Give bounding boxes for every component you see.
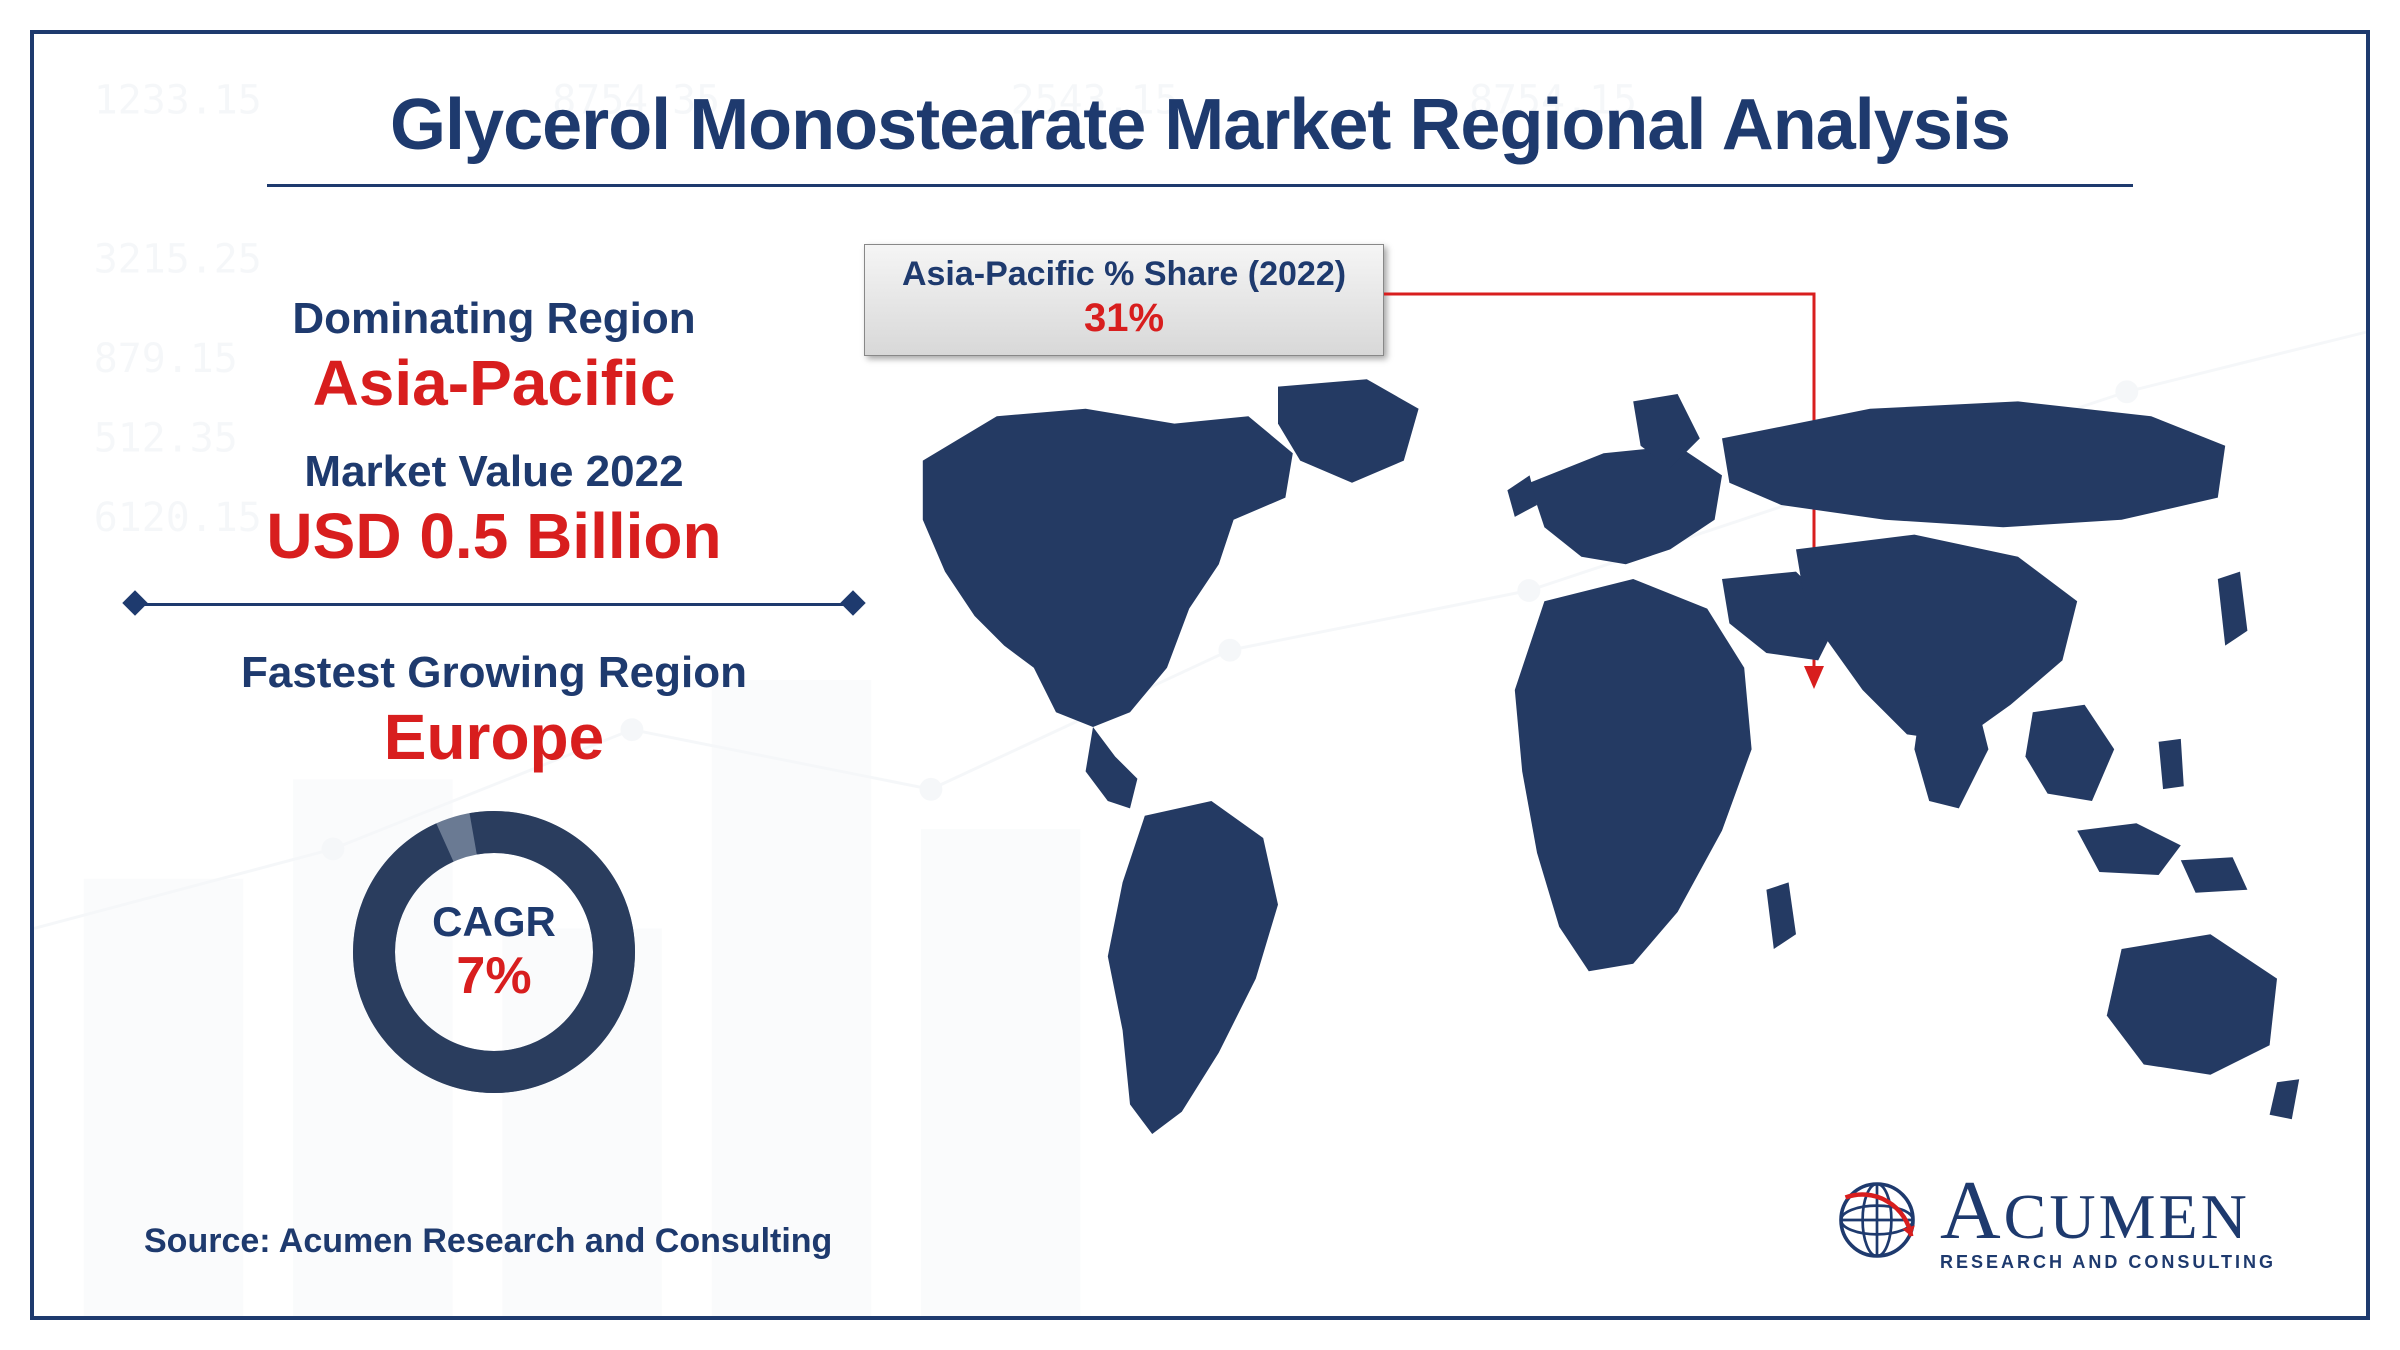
- cagr-label: CAGR: [344, 898, 644, 946]
- cagr-value: 7%: [344, 946, 644, 1006]
- brand-rest: CUMEN: [2004, 1181, 2250, 1252]
- brand-text: ACUMEN RESEARCH AND CONSULTING: [1940, 1169, 2276, 1271]
- stats-divider: [134, 600, 854, 608]
- market-value: USD 0.5 Billion: [134, 503, 854, 570]
- world-map: [834, 354, 2314, 1174]
- brand-sub: RESEARCH AND CONSULTING: [1940, 1253, 2276, 1271]
- fastest-growing-label: Fastest Growing Region: [134, 648, 854, 698]
- fastest-growing-value: Europe: [134, 704, 854, 771]
- page-title: Glycerol Monostearate Market Regional An…: [34, 84, 2366, 166]
- cagr-donut: CAGR 7%: [344, 802, 644, 1102]
- cagr-text: CAGR 7%: [344, 898, 644, 1006]
- dominating-region-label: Dominating Region: [134, 294, 854, 344]
- share-callout: Asia-Pacific % Share (2022) 31%: [864, 244, 1384, 356]
- dominating-region-value: Asia-Pacific: [134, 350, 854, 417]
- svg-text:3215.25: 3215.25: [94, 237, 262, 283]
- title-block: Glycerol Monostearate Market Regional An…: [34, 84, 2366, 187]
- infographic-frame: 1233.15 8754.35 2543.15 8754.15 3215.25 …: [30, 30, 2370, 1320]
- callout-title: Asia-Pacific % Share (2022): [885, 255, 1363, 294]
- brand-initial: A: [1940, 1164, 2004, 1257]
- globe-icon: [1832, 1175, 1922, 1265]
- market-value-label: Market Value 2022: [134, 447, 854, 497]
- source-text: Source: Acumen Research and Consulting: [144, 1222, 832, 1261]
- brand-logo: ACUMEN RESEARCH AND CONSULTING: [1832, 1169, 2276, 1271]
- callout-value: 31%: [885, 296, 1363, 341]
- stats-panel: Dominating Region Asia-Pacific Market Va…: [134, 294, 854, 1102]
- title-underline: [267, 184, 2133, 187]
